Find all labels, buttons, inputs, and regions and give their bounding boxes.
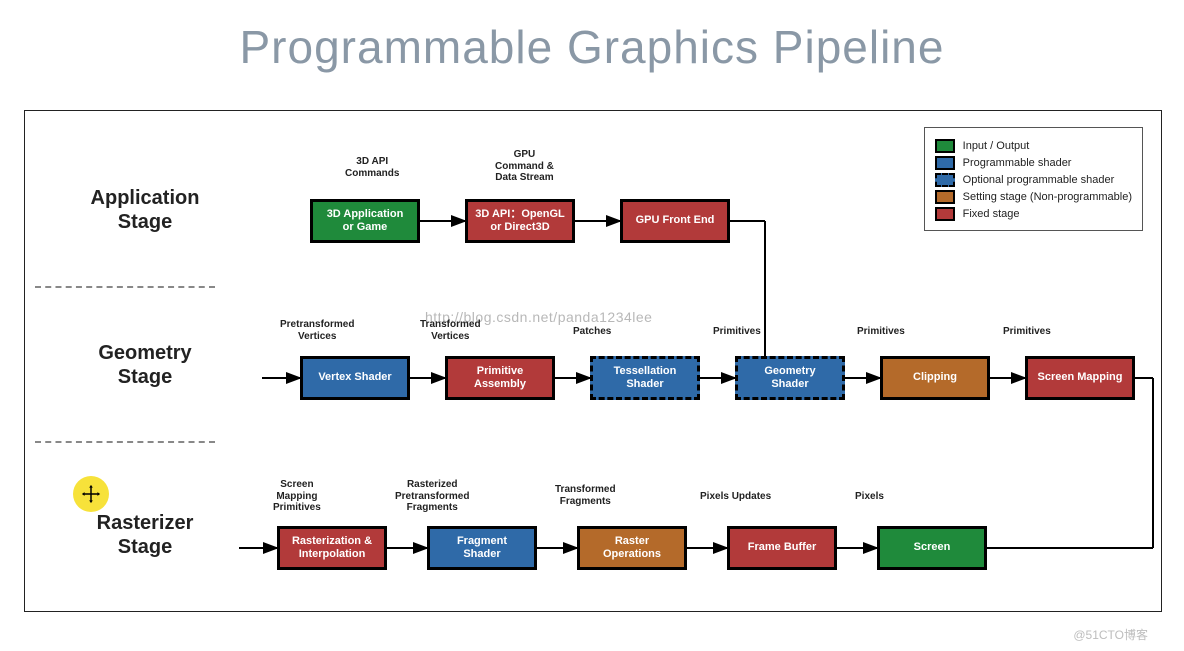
legend-item-io: Input / Output: [935, 139, 1132, 153]
legend-label: Fixed stage: [963, 208, 1020, 220]
node-clip: Clipping: [880, 356, 990, 400]
legend-label: Optional programmable shader: [963, 174, 1115, 186]
legend-item-programmable: Programmable shader: [935, 156, 1132, 170]
edge-label-raster_ops: Transformed Fragments: [555, 484, 616, 507]
edge-label-frame_buf: Pixels Updates: [700, 491, 771, 503]
edge-label-clip: Primitives: [857, 326, 905, 338]
node-raster_ops: RasterOperations: [577, 526, 687, 570]
stage-label-application: ApplicationStage: [55, 186, 235, 234]
stage-label-geometry: GeometryStage: [55, 341, 235, 389]
edge-label-gpu_front: GPU Command & Data Stream: [495, 149, 554, 184]
legend-item-optional: Optional programmable shader: [935, 173, 1132, 187]
node-frag_sh: FragmentShader: [427, 526, 537, 570]
node-api: 3D API：OpenGLor Direct3D: [465, 199, 575, 243]
legend-item-setting: Setting stage (Non-programmable): [935, 190, 1132, 204]
node-vertex: Vertex Shader: [300, 356, 410, 400]
legend-label: Setting stage (Non-programmable): [963, 191, 1132, 203]
node-tess: TessellationShader: [590, 356, 700, 400]
node-app_game: 3D Applicationor Game: [310, 199, 420, 243]
edge-label-vertex: Pretransformed Vertices: [280, 319, 354, 342]
separator-2: [35, 441, 215, 443]
node-geom_sh: GeometryShader: [735, 356, 845, 400]
node-frame_buf: Frame Buffer: [727, 526, 837, 570]
legend-label: Input / Output: [963, 140, 1030, 152]
edge-label-raster_interp: Screen Mapping Primitives: [273, 479, 321, 514]
edge-label-api: 3D API Commands: [345, 156, 399, 179]
legend: Input / Output Programmable shader Optio…: [924, 127, 1143, 231]
node-gpu_front: GPU Front End: [620, 199, 730, 243]
edge-label-screen_map: Primitives: [1003, 326, 1051, 338]
edge-label-geom_sh: Primitives: [713, 326, 761, 338]
node-raster_interp: Rasterization &Interpolation: [277, 526, 387, 570]
node-screen_map: Screen Mapping: [1025, 356, 1135, 400]
swatch-fixed: [935, 207, 955, 221]
swatch-setting: [935, 190, 955, 204]
legend-label: Programmable shader: [963, 157, 1072, 169]
edge-label-prim_asm: Transformed Vertices: [420, 319, 481, 342]
move-cursor-icon: [73, 476, 109, 512]
page-title: Programmable Graphics Pipeline: [0, 20, 1184, 74]
diagram-frame: Input / Output Programmable shader Optio…: [24, 110, 1162, 612]
node-prim_asm: PrimitiveAssembly: [445, 356, 555, 400]
edge-label-tess: Patches: [573, 326, 611, 338]
separator-1: [35, 286, 215, 288]
edge-label-frag_sh: Rasterized Pretransformed Fragments: [395, 479, 469, 514]
node-screen: Screen: [877, 526, 987, 570]
legend-item-fixed: Fixed stage: [935, 207, 1132, 221]
stage-label-rasterizer: RasterizerStage: [55, 511, 235, 559]
swatch-io: [935, 139, 955, 153]
footer-attribution: @51CTO博客: [1073, 626, 1148, 643]
swatch-programmable: [935, 156, 955, 170]
swatch-optional: [935, 173, 955, 187]
edge-label-screen: Pixels: [855, 491, 884, 503]
